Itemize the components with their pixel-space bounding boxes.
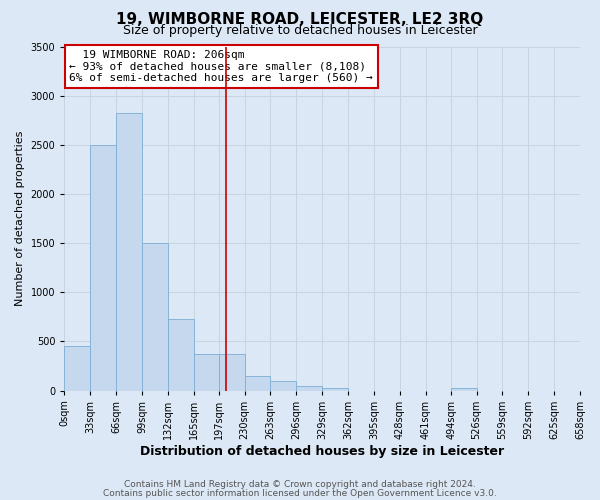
- Bar: [194, 354, 219, 391]
- Bar: [296, 386, 322, 390]
- Text: Contains public sector information licensed under the Open Government Licence v3: Contains public sector information licen…: [103, 488, 497, 498]
- Bar: [451, 388, 476, 390]
- Y-axis label: Number of detached properties: Number of detached properties: [15, 131, 25, 306]
- X-axis label: Distribution of detached houses by size in Leicester: Distribution of detached houses by size …: [140, 444, 504, 458]
- Bar: [64, 346, 90, 391]
- Text: Size of property relative to detached houses in Leicester: Size of property relative to detached ho…: [122, 24, 478, 37]
- Bar: [90, 145, 116, 390]
- Text: Contains HM Land Registry data © Crown copyright and database right 2024.: Contains HM Land Registry data © Crown c…: [124, 480, 476, 489]
- Text: 19 WIMBORNE ROAD: 206sqm  
← 93% of detached houses are smaller (8,108)
6% of se: 19 WIMBORNE ROAD: 206sqm ← 93% of detach…: [70, 50, 373, 83]
- Bar: [322, 388, 348, 390]
- Bar: [142, 243, 168, 390]
- Bar: [245, 376, 271, 390]
- Bar: [116, 114, 142, 390]
- Bar: [219, 354, 245, 391]
- Text: 19, WIMBORNE ROAD, LEICESTER, LE2 3RQ: 19, WIMBORNE ROAD, LEICESTER, LE2 3RQ: [116, 12, 484, 28]
- Bar: [168, 320, 194, 390]
- Bar: [271, 380, 296, 390]
